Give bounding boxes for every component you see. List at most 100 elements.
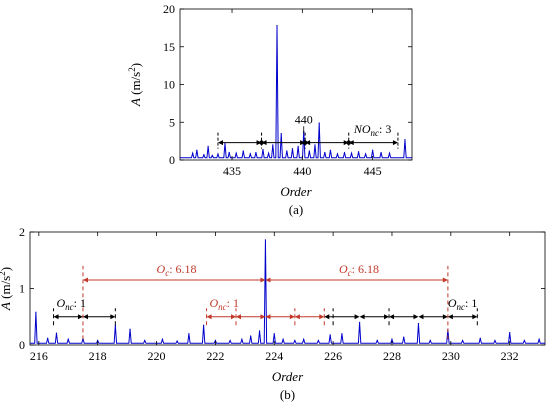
y-axis-label: A (m/s2) (0, 267, 13, 311)
spectrum-point (509, 331, 511, 334)
arrow-head-left (265, 277, 271, 283)
arrow-head-right (300, 140, 306, 146)
annotation-symbol: O (157, 262, 166, 276)
spectrum-point (376, 339, 378, 342)
arrow-head-left (236, 314, 241, 320)
spectrum-point (329, 149, 332, 151)
y-tick-label: 2 (19, 225, 25, 239)
spectrum-point (280, 132, 282, 135)
arrow-head-left (447, 314, 453, 320)
spectrum-point (67, 338, 69, 340)
spectrum-point (97, 339, 99, 342)
x-axis-label: Order (272, 369, 304, 384)
annotation-subscript: nc (65, 302, 74, 312)
chart-panel-a: 440 NOnc: 3 435 440 445 0 5 10 15 20 Order A (m/s2)… (127, 2, 413, 217)
arrow-head-right (413, 314, 419, 320)
x-tick-label: 226 (324, 349, 342, 363)
spectrum-point (267, 152, 270, 154)
spectrum-point (308, 150, 310, 152)
spectrum-point (161, 338, 164, 340)
annotation-value: : 3 (379, 122, 391, 136)
arrow-head-right (77, 314, 83, 320)
spectrum-point (291, 148, 294, 150)
annotation-symbol: O (210, 296, 219, 310)
x-axis-label: Order (280, 184, 312, 199)
spectrum-point (207, 145, 209, 148)
panel-label: (a) (289, 202, 303, 217)
spectrum-point (494, 339, 496, 342)
spectrum-point (144, 339, 146, 342)
annotation-value: : 6.18 (352, 262, 379, 276)
x-tick-label: 440 (293, 164, 311, 178)
spectrum-series-line (30, 239, 545, 344)
spectrum-point (404, 139, 406, 141)
x-tick-label: 218 (89, 349, 107, 363)
spectrum-point (297, 145, 299, 148)
spectrum-point (203, 324, 205, 326)
annotation-symbol: O (339, 262, 348, 276)
arrow-head-right (110, 314, 116, 320)
arrow-head-left (305, 140, 311, 146)
spectrum-point (365, 153, 367, 155)
y-tick-label: 1 (19, 282, 25, 296)
spectrum-point (203, 154, 205, 156)
spectrum-point (294, 339, 296, 342)
x-tick-label: 222 (206, 349, 224, 363)
spectrum-point (229, 339, 231, 342)
y-label-close: ) (128, 63, 143, 67)
spectrum-point (329, 334, 331, 336)
spectrum-point (324, 151, 326, 154)
x-tick-label: 230 (442, 349, 460, 363)
y-label-unit: (m/s (0, 276, 13, 302)
spectrum-point (35, 311, 37, 313)
annotation-label: 440 (295, 112, 313, 126)
annotation-label: Oc: 6.18 (339, 262, 379, 278)
spectrum-point (357, 151, 360, 153)
spectrum-point (336, 153, 339, 155)
spectrum-point (55, 332, 58, 334)
arrow-head-right (442, 277, 448, 283)
arrow-head-right (343, 140, 349, 146)
spectrum-point (314, 144, 316, 146)
spectrum-point (286, 150, 288, 152)
x-tick-label: 216 (30, 349, 48, 363)
spectrum-point (228, 151, 230, 154)
spectrum-point (217, 153, 219, 155)
annotation-subscript: nc (371, 128, 380, 138)
spectrum-point (318, 122, 320, 124)
spectrum-point (273, 333, 275, 335)
spectrum-point (282, 338, 284, 340)
arrow-head-right (231, 314, 236, 320)
spectrum-point (196, 149, 198, 151)
y-tick-label: 15 (163, 40, 175, 54)
x-tick-label: 224 (265, 349, 283, 363)
y-label-variable: A (0, 302, 13, 311)
annotation-label: Onc: 1 (210, 296, 240, 312)
arrow-head-right (319, 314, 325, 320)
spectrum-point (276, 25, 278, 27)
annotation-value: : 1 (227, 296, 239, 310)
spectrum-point (47, 337, 49, 339)
arrow-head-right (260, 314, 266, 320)
y-label-exponent: 2 (0, 271, 7, 276)
spectrum-point (303, 338, 305, 340)
spectrum-point (192, 152, 194, 154)
arrow-head-left (82, 277, 88, 283)
annotation-value: : 1 (74, 296, 86, 310)
spectrum-point (241, 338, 243, 340)
spectrum-point (258, 330, 261, 332)
arrow-head-left (348, 140, 354, 146)
spectrum-point (359, 321, 361, 323)
arrow-head-right (354, 314, 360, 320)
panel-label: (b) (280, 387, 295, 402)
y-label-close: ) (0, 267, 13, 271)
y-tick-label: 20 (163, 2, 175, 16)
y-tick-label: 0 (19, 338, 25, 352)
arrow-head-left (82, 314, 88, 320)
annotation-symbol: NO (353, 122, 371, 136)
spectrum-point (176, 340, 178, 342)
annotation-value: : 1 (465, 296, 477, 310)
y-axis-label: A (m/s2) (127, 63, 143, 107)
spectrum-point (479, 337, 481, 339)
